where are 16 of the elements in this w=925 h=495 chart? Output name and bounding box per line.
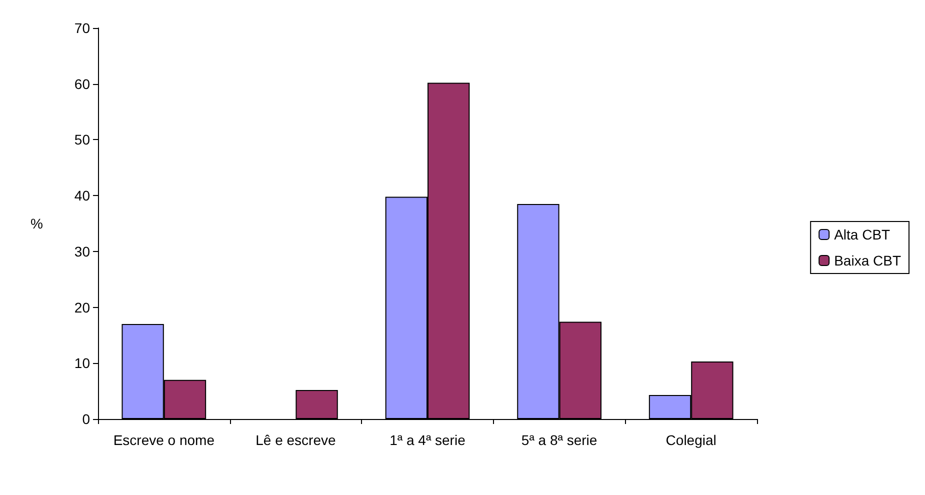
y-tick-label: 70 <box>74 20 90 36</box>
x-tick-label: Colegial <box>666 432 716 448</box>
x-tick-label: Escreve o nome <box>113 432 215 448</box>
x-tick-label: 5ª a 8ª serie <box>521 432 598 448</box>
y-tick-label: 40 <box>74 188 90 204</box>
y-tick-label: 10 <box>74 355 90 372</box>
y-tick-label: 0 <box>82 411 90 427</box>
y-tick-label: 20 <box>74 299 90 316</box>
y-tick-label: 30 <box>74 243 90 260</box>
x-tick-label: 1ª a 4ª serie <box>390 432 466 448</box>
legend-label: Baixa CBT <box>834 252 902 268</box>
y-axis-title: % <box>30 216 43 232</box>
legend-label: Alta CBT <box>834 226 891 242</box>
y-tick-label: 60 <box>74 76 90 92</box>
y-tick-label: 50 <box>74 132 90 148</box>
x-tick-label: Lê e escreve <box>256 432 336 448</box>
